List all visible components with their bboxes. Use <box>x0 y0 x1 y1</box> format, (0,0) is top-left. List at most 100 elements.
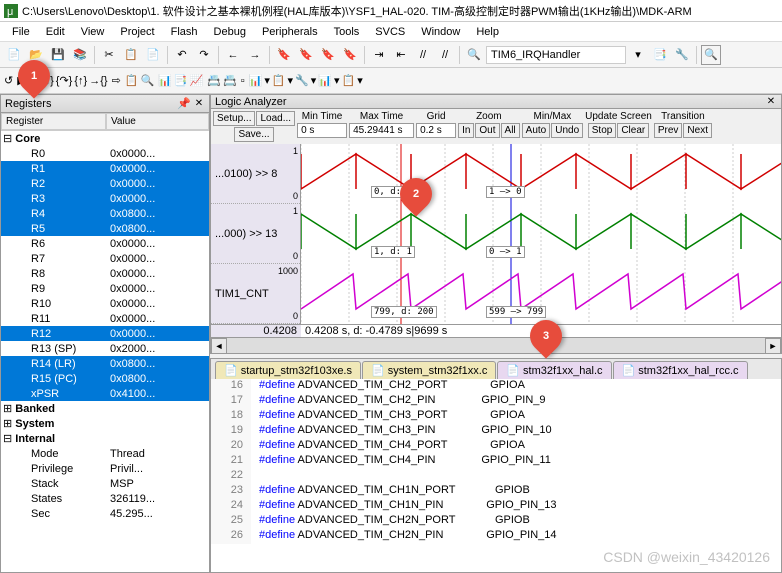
bookmark3-icon[interactable]: 🔖 <box>318 45 338 65</box>
save-icon[interactable]: 💾 <box>48 45 68 65</box>
menu-svcs[interactable]: SVCS <box>367 24 413 40</box>
redo-icon[interactable]: ↷ <box>194 45 214 65</box>
close-icon[interactable]: ✕ <box>193 97 205 109</box>
w11-icon[interactable]: 📋 <box>272 74 286 87</box>
register-row[interactable]: ⊟ Internal <box>1 431 209 446</box>
register-row[interactable]: R100x0000... <box>1 296 209 311</box>
bookmark4-icon[interactable]: 🔖 <box>340 45 360 65</box>
stepover-icon[interactable]: {↷} <box>56 74 73 87</box>
stepout-icon[interactable]: {↑} <box>74 75 87 87</box>
register-row[interactable]: States326119... <box>1 491 209 506</box>
tab-startup_stm32f103xe.s[interactable]: 📄startup_stm32f103xe.s <box>215 361 361 379</box>
auto-button[interactable]: Auto <box>522 123 551 138</box>
cut-icon[interactable]: ✂ <box>99 45 119 65</box>
menu-window[interactable]: Window <box>413 24 468 40</box>
comment-icon[interactable]: // <box>413 45 433 65</box>
undo-icon[interactable]: ↶ <box>172 45 192 65</box>
runto-icon[interactable]: →{} <box>89 75 107 87</box>
w16-icon[interactable]: ▾ <box>334 74 340 87</box>
w9-icon[interactable]: 📊 <box>249 74 263 87</box>
bookmark-icon[interactable]: 🔖 <box>274 45 294 65</box>
config-icon[interactable]: 🔧 <box>672 45 692 65</box>
register-row[interactable]: R10x0000... <box>1 161 209 176</box>
clear-button[interactable]: Clear <box>617 123 649 138</box>
w14-icon[interactable]: ▾ <box>311 74 317 87</box>
register-row[interactable]: R60x0000... <box>1 236 209 251</box>
bookmark2-icon[interactable]: 🔖 <box>296 45 316 65</box>
w10-icon[interactable]: ▾ <box>264 74 270 87</box>
register-row[interactable]: R00x0000... <box>1 146 209 161</box>
saveall-icon[interactable]: 📚 <box>70 45 90 65</box>
debug-icon[interactable]: 🔍 <box>701 45 721 65</box>
w12-icon[interactable]: ▾ <box>288 74 294 87</box>
menu-help[interactable]: Help <box>468 24 507 40</box>
undo-button[interactable]: Undo <box>551 123 583 138</box>
register-row[interactable]: PrivilegePrivil... <box>1 461 209 476</box>
tab-system_stm32f1xx.c[interactable]: 📄system_stm32f1xx.c <box>362 361 496 379</box>
save-button[interactable]: Save... <box>234 127 273 142</box>
arrow-icon[interactable]: ⇨ <box>112 74 121 87</box>
register-row[interactable]: StackMSP <box>1 476 209 491</box>
menu-peripherals[interactable]: Peripherals <box>254 24 326 40</box>
w2-icon[interactable]: 🔍 <box>140 74 154 87</box>
find-icon[interactable]: 🔍 <box>464 45 484 65</box>
uncomment-icon[interactable]: // <box>435 45 455 65</box>
register-row[interactable]: R120x0000... <box>1 326 209 341</box>
register-row[interactable]: R50x0800... <box>1 221 209 236</box>
register-row[interactable]: ⊞ System <box>1 416 209 431</box>
register-row[interactable]: R13 (SP)0x2000... <box>1 341 209 356</box>
register-row[interactable]: R110x0000... <box>1 311 209 326</box>
nav-back-icon[interactable]: ← <box>223 45 243 65</box>
new-icon[interactable]: 📄 <box>4 45 24 65</box>
register-row[interactable]: R14 (LR)0x0800... <box>1 356 209 371</box>
w5-icon[interactable]: 📈 <box>190 74 204 87</box>
load-button[interactable]: Load... <box>256 111 295 126</box>
menu-flash[interactable]: Flash <box>163 24 206 40</box>
w15-icon[interactable]: 📊 <box>318 74 332 87</box>
tab-stm32f1xx_hal.c[interactable]: 📄stm32f1xx_hal.c <box>497 361 611 379</box>
w3-icon[interactable]: 📊 <box>158 74 172 87</box>
register-row[interactable]: R40x0800... <box>1 206 209 221</box>
menu-file[interactable]: File <box>4 24 38 40</box>
register-row[interactable]: R90x0000... <box>1 281 209 296</box>
nav-fwd-icon[interactable]: → <box>245 45 265 65</box>
w8-icon[interactable]: ▫ <box>241 75 245 87</box>
register-row[interactable]: R80x0000... <box>1 266 209 281</box>
close-icon[interactable]: ✕ <box>765 96 777 108</box>
w4-icon[interactable]: 📑 <box>174 74 188 87</box>
zoom-in-button[interactable]: In <box>458 123 474 138</box>
function-input[interactable] <box>486 46 626 64</box>
setup-button[interactable]: Setup... <box>213 111 255 126</box>
goto-icon[interactable]: 📑 <box>650 45 670 65</box>
register-row[interactable]: ⊞ Banked <box>1 401 209 416</box>
prev-button[interactable]: Prev <box>654 123 683 138</box>
min-time-input[interactable] <box>297 123 347 138</box>
la-scrollbar[interactable]: ◄► <box>211 337 781 353</box>
dropdown-icon[interactable]: ▾ <box>628 45 648 65</box>
zoom-out-button[interactable]: Out <box>475 123 499 138</box>
stop-button[interactable]: Stop <box>588 123 617 138</box>
w6-icon[interactable]: 📇 <box>207 74 221 87</box>
pin-icon[interactable]: 📌 <box>177 97 191 110</box>
menu-edit[interactable]: Edit <box>38 24 73 40</box>
menu-view[interactable]: View <box>73 24 113 40</box>
register-row[interactable]: Sec45.295... <box>1 506 209 521</box>
copy-icon[interactable]: 📋 <box>121 45 141 65</box>
tab-stm32f1xx_hal_rcc.c[interactable]: 📄stm32f1xx_hal_rcc.c <box>613 361 748 379</box>
register-row[interactable]: ⊟ Core <box>1 131 209 146</box>
register-row[interactable]: ModeThread <box>1 446 209 461</box>
zoom-all-button[interactable]: All <box>501 123 520 138</box>
w1-icon[interactable]: 📋 <box>125 74 139 87</box>
menu-debug[interactable]: Debug <box>206 24 254 40</box>
register-row[interactable]: R70x0000... <box>1 251 209 266</box>
reset-icon[interactable]: ↺ <box>4 74 13 87</box>
register-row[interactable]: R15 (PC)0x0800... <box>1 371 209 386</box>
menu-project[interactable]: Project <box>112 24 162 40</box>
register-row[interactable]: R30x0000... <box>1 191 209 206</box>
w7-icon[interactable]: 📇 <box>223 74 237 87</box>
register-row[interactable]: R20x0000... <box>1 176 209 191</box>
max-time-input[interactable] <box>349 123 414 138</box>
w13-icon[interactable]: 🔧 <box>295 74 309 87</box>
outdent-icon[interactable]: ⇤ <box>391 45 411 65</box>
register-row[interactable]: xPSR0x4100... <box>1 386 209 401</box>
